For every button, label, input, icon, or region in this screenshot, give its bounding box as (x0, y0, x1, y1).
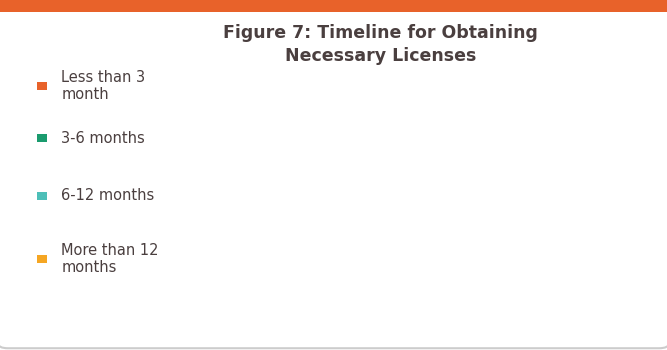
Text: Figure 7: Timeline for Obtaining
Necessary Licenses: Figure 7: Timeline for Obtaining Necessa… (223, 25, 538, 65)
Wedge shape (339, 78, 454, 191)
Text: More than 12
months: More than 12 months (61, 243, 159, 275)
Wedge shape (454, 78, 560, 171)
Text: 42%: 42% (487, 253, 519, 268)
Text: Less than 3
month: Less than 3 month (61, 70, 145, 102)
Text: 25%: 25% (382, 122, 414, 137)
Wedge shape (339, 191, 419, 284)
Text: 6-12 months: 6-12 months (61, 189, 155, 203)
Wedge shape (384, 149, 568, 307)
Text: 19%: 19% (484, 116, 517, 131)
Text: 15%: 15% (361, 218, 393, 233)
Text: 3-6 months: 3-6 months (61, 131, 145, 146)
